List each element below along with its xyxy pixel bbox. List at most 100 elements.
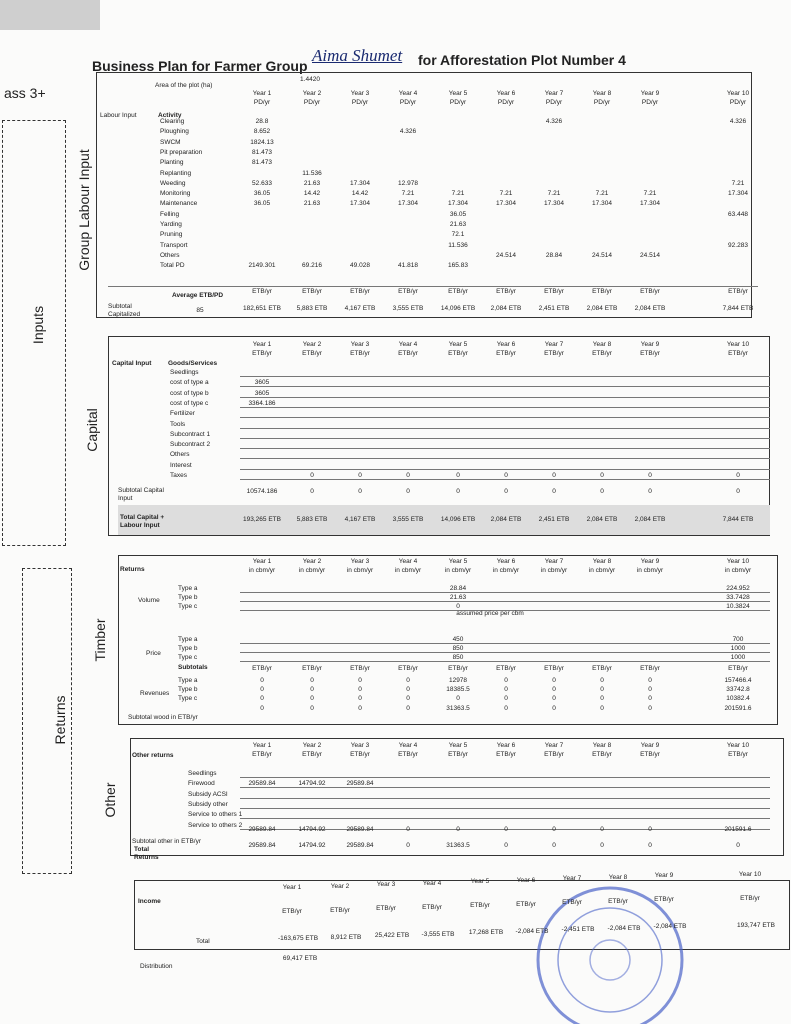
row-label: Average ETB/PD	[172, 292, 224, 299]
value: 0	[552, 488, 556, 495]
row-label: Monitoring	[160, 190, 191, 198]
value: 17.304	[350, 200, 370, 208]
row-label: Total Returns	[134, 846, 159, 861]
unit-header: in cbm/yr	[540, 567, 568, 574]
rule	[240, 448, 770, 450]
unit: ETB/yr	[398, 665, 418, 672]
row-label: Subcontract 1	[170, 430, 211, 438]
value: 12978	[448, 677, 468, 684]
value: 0	[504, 842, 508, 849]
side-label: Other	[102, 782, 118, 818]
year-header: Year 1	[252, 341, 272, 348]
year-header: Year 9	[640, 341, 660, 348]
year-header: Year 2	[330, 882, 350, 890]
unit-header: PD/yr	[641, 99, 659, 106]
row-label: Maintenance	[160, 200, 198, 208]
row-label: Subtotal wood in ETB/yr	[128, 714, 198, 721]
value: 29589.84	[346, 826, 374, 833]
year-header: Year 8	[592, 742, 612, 749]
value: 0	[600, 842, 604, 849]
value: 10.3824	[726, 603, 750, 610]
unit-header: in cbm/yr	[346, 567, 374, 574]
value: 28.84	[449, 585, 467, 592]
value: 0	[648, 472, 652, 479]
value: 0	[648, 826, 652, 833]
value: 201591.6	[724, 705, 752, 712]
unit-header: in cbm/yr	[636, 567, 664, 574]
value: 24.514	[640, 251, 660, 259]
scan-edge	[0, 0, 100, 30]
year-header: Year 8	[592, 558, 612, 565]
row-label: Total PD	[160, 262, 185, 270]
unit-header: PD/yr	[545, 99, 563, 106]
rule	[108, 286, 758, 287]
row-label: Type b	[178, 686, 198, 693]
value: 0	[406, 472, 410, 479]
unit: ETB/yr	[728, 288, 748, 295]
value: 2149.301	[248, 262, 276, 270]
value: 0	[552, 686, 556, 693]
value: 24.514	[592, 251, 612, 259]
value: 0	[310, 686, 314, 693]
value: 17.304	[398, 200, 418, 208]
year-header: Year 1	[252, 90, 272, 97]
unit: ETB/yr	[592, 665, 612, 672]
value: 17.304	[728, 190, 748, 198]
rule	[240, 468, 770, 470]
class-label: ass 3+	[4, 85, 46, 101]
capital-box	[108, 336, 770, 536]
unit-header: PD/yr	[593, 99, 611, 106]
value: 11.536	[302, 169, 322, 177]
year-header: Year 4	[398, 90, 418, 97]
area-value: 1.4420	[300, 76, 320, 83]
value: 850	[452, 654, 464, 661]
value: 2,084 ETB	[490, 305, 522, 312]
value: 14794.92	[298, 842, 326, 849]
value: 0	[600, 826, 604, 833]
value: 0	[358, 705, 362, 712]
value: 17.304	[496, 200, 516, 208]
year-header: Year 10	[726, 341, 750, 348]
value: 0	[600, 677, 604, 684]
other-box	[130, 738, 784, 856]
value: 0	[600, 686, 604, 693]
value: 0	[736, 488, 740, 495]
unit-header: in cbm/yr	[298, 567, 326, 574]
row-label: Tools	[170, 420, 186, 428]
value: 21.63	[449, 594, 467, 601]
column-label: Activity	[158, 112, 182, 119]
year-header: Year 3	[350, 558, 370, 565]
stamp	[536, 886, 684, 1024]
row-label: Others	[160, 251, 180, 259]
unit-header: PD/yr	[351, 99, 369, 106]
unit: ETB/yr	[302, 288, 322, 295]
group-name: Aima Shumet	[312, 46, 403, 65]
row-label: Type c	[178, 695, 198, 702]
value: 14794.92	[298, 780, 326, 788]
unit-header: PD/yr	[497, 99, 515, 106]
value: 0	[406, 842, 410, 849]
value: 36.05	[253, 200, 271, 208]
value: 0	[552, 695, 556, 702]
rule	[240, 376, 770, 377]
row-label: Seedlings	[188, 770, 217, 777]
row-label: Price	[146, 650, 161, 657]
unit-header: ETB/yr	[448, 350, 468, 357]
value: 0	[600, 705, 604, 712]
section-label: Income	[138, 898, 161, 905]
inputs-bracket	[2, 120, 66, 546]
unit-header: ETB/yr	[544, 751, 564, 758]
value: 17.304	[592, 200, 612, 208]
unit-header: in cbm/yr	[248, 567, 276, 574]
value: 0	[504, 472, 508, 479]
unit-header: ETB/yr	[496, 350, 516, 357]
year-header: Year 5	[448, 341, 468, 348]
value: 31363.5	[446, 842, 470, 849]
value: 450	[452, 636, 464, 643]
value: 28.84	[545, 251, 563, 259]
section-label: Other returns	[132, 752, 174, 759]
year-header: Year 9	[640, 742, 660, 749]
row-label: cost of type c	[170, 399, 209, 407]
rule	[240, 777, 770, 778]
rule	[240, 643, 770, 644]
